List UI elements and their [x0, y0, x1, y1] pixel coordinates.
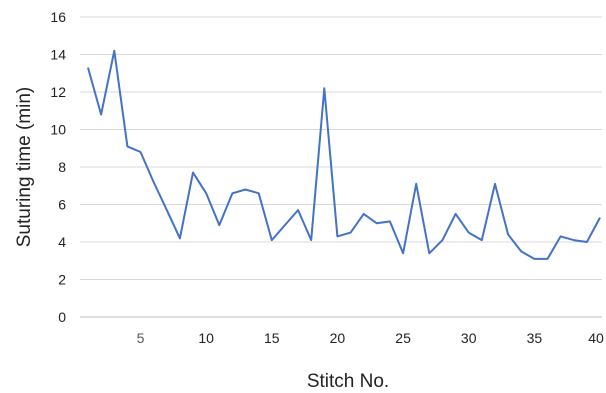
- x-tick-label: 35: [527, 330, 543, 346]
- x-axis-title: Stitch No.: [307, 371, 389, 392]
- y-tick-label: 2: [58, 272, 66, 288]
- y-tick-label: 8: [58, 159, 66, 175]
- x-tick-label: 5: [137, 330, 145, 346]
- x-tick-label: 20: [330, 330, 346, 346]
- gridlines: [80, 16, 602, 280]
- y-tick-label: 10: [50, 122, 66, 138]
- y-tick-label: 16: [50, 9, 66, 25]
- x-tick-label: 10: [198, 330, 214, 346]
- y-tick-label: 4: [58, 234, 66, 250]
- y-tick-label: 6: [58, 197, 66, 213]
- y-tick-label: 0: [58, 309, 66, 325]
- series-line: [87, 49, 601, 260]
- y-axis-title: Suturing time (min): [14, 87, 35, 248]
- y-tick-label: 12: [50, 84, 66, 100]
- x-tick-label: 15: [264, 330, 280, 346]
- x-tick-label: 40: [588, 330, 604, 346]
- y-tick-label: 14: [50, 47, 66, 63]
- x-tick-label: 30: [461, 330, 477, 346]
- x-tick-labels: 5 10 15 20 25 30 35 40: [137, 330, 604, 346]
- x-tick-label: 25: [395, 330, 411, 346]
- y-tick-labels: 0 2 4 6 8 10 12 14 16: [50, 9, 66, 325]
